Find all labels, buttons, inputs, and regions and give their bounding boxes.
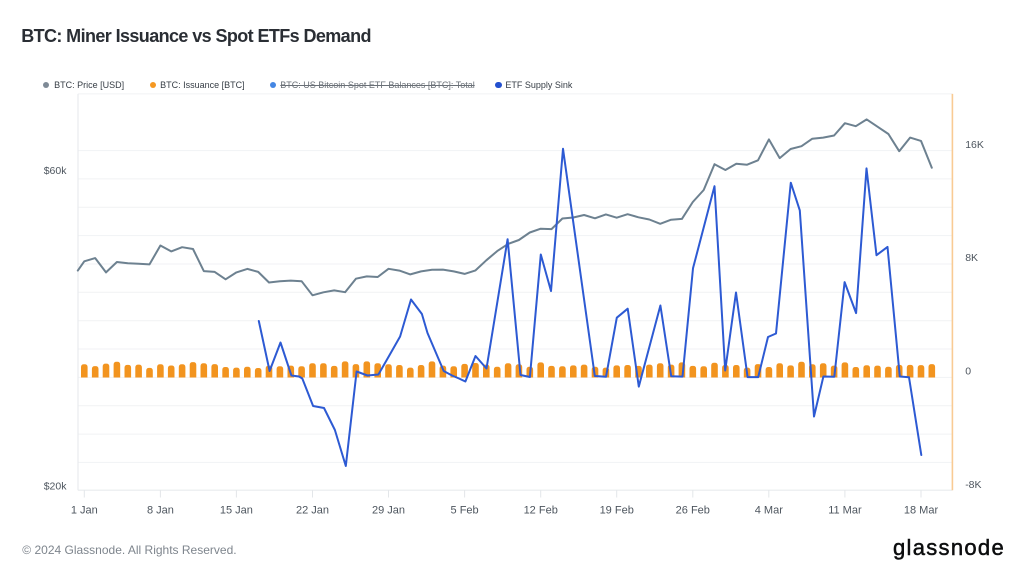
svg-text:26 Feb: 26 Feb [676, 504, 710, 516]
svg-text:22 Jan: 22 Jan [296, 504, 329, 516]
svg-text:5 Feb: 5 Feb [451, 504, 479, 516]
svg-text:8K: 8K [965, 252, 978, 264]
svg-text:29 Jan: 29 Jan [372, 504, 405, 516]
svg-text:$20k: $20k [44, 481, 68, 493]
svg-text:1 Jan: 1 Jan [71, 504, 98, 516]
svg-text:16K: 16K [965, 139, 984, 151]
svg-text:-8K: -8K [965, 479, 981, 491]
svg-text:12 Feb: 12 Feb [524, 504, 558, 516]
svg-text:$60k: $60k [44, 165, 68, 177]
svg-text:0: 0 [965, 366, 971, 378]
svg-text:4 Mar: 4 Mar [755, 504, 783, 516]
svg-text:8 Jan: 8 Jan [147, 504, 174, 516]
svg-text:15 Jan: 15 Jan [220, 504, 253, 516]
svg-text:11 Mar: 11 Mar [828, 504, 862, 516]
svg-text:18 Mar: 18 Mar [904, 504, 939, 516]
svg-text:19 Feb: 19 Feb [600, 504, 634, 516]
